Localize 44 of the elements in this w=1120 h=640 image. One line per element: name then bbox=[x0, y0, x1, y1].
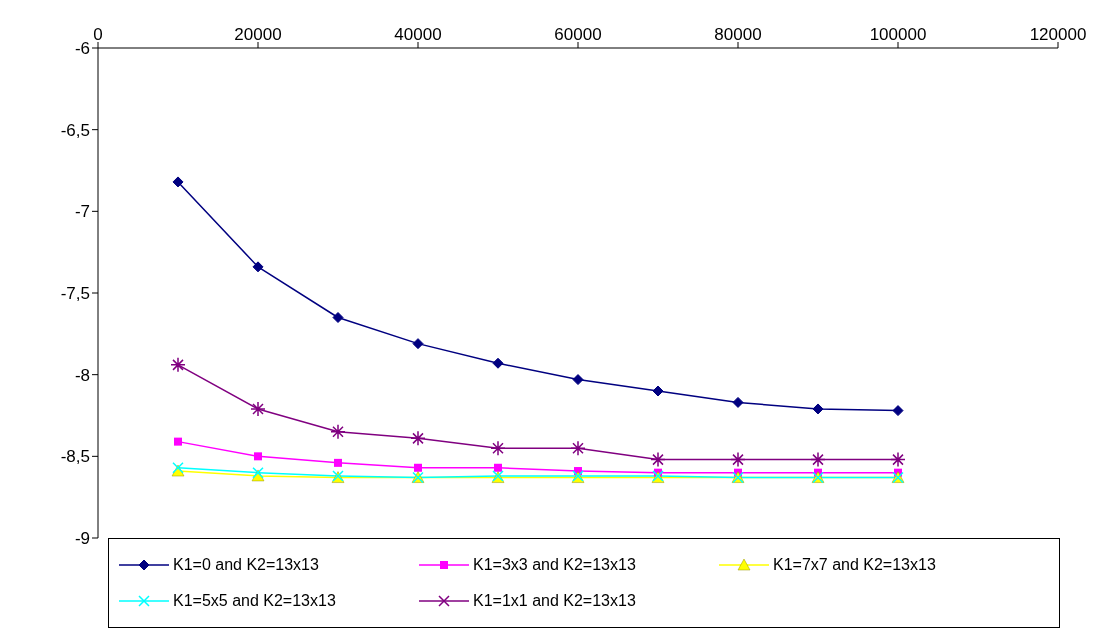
x-tick-label: 100000 bbox=[869, 25, 927, 44]
point bbox=[250, 401, 266, 417]
legend-label: K1=1x1 and K2=13x13 bbox=[473, 592, 636, 610]
y-tick-label: -6 bbox=[74, 39, 90, 59]
point bbox=[332, 312, 344, 323]
y-tick-label: -6,5 bbox=[60, 120, 90, 140]
x-tick-label: 20000 bbox=[234, 25, 282, 44]
x-tick-label: 0 bbox=[93, 25, 103, 44]
x-tick-label: 80000 bbox=[714, 25, 762, 44]
point bbox=[494, 463, 502, 472]
point bbox=[410, 430, 426, 447]
point bbox=[570, 440, 586, 456]
legend-label: K1=3x3 and K2=13x13 bbox=[473, 556, 636, 574]
legend-label: K1=5x5 and K2=13x13 bbox=[173, 592, 336, 610]
legend-label: K1=0 and K2=13x13 bbox=[173, 556, 319, 574]
y-tick-label: -8 bbox=[74, 365, 90, 385]
point bbox=[172, 176, 184, 188]
y-tick-label: -7,5 bbox=[60, 284, 90, 304]
point bbox=[652, 385, 664, 397]
point bbox=[174, 437, 182, 446]
y-tick-label: -9 bbox=[74, 529, 90, 549]
point bbox=[330, 424, 346, 440]
point bbox=[170, 357, 186, 373]
y-tick-label: -8,5 bbox=[60, 447, 90, 467]
point bbox=[254, 452, 262, 461]
point bbox=[892, 405, 904, 417]
point bbox=[890, 451, 906, 468]
point bbox=[490, 440, 506, 456]
point bbox=[730, 451, 746, 468]
point bbox=[810, 451, 826, 468]
legend-label: K1=7x7 and K2=13x13 bbox=[773, 556, 936, 574]
point bbox=[732, 396, 744, 408]
point bbox=[334, 458, 342, 467]
point bbox=[252, 261, 264, 273]
y-tick-label: -7 bbox=[74, 202, 90, 222]
point bbox=[812, 403, 824, 415]
x-tick-label: 40000 bbox=[394, 25, 442, 44]
point bbox=[414, 463, 422, 472]
point bbox=[572, 374, 584, 386]
x-tick-label: 60000 bbox=[554, 25, 602, 44]
x-tick-label: 120000 bbox=[1029, 25, 1087, 44]
point bbox=[492, 357, 504, 369]
point bbox=[650, 451, 666, 468]
point bbox=[412, 338, 424, 350]
